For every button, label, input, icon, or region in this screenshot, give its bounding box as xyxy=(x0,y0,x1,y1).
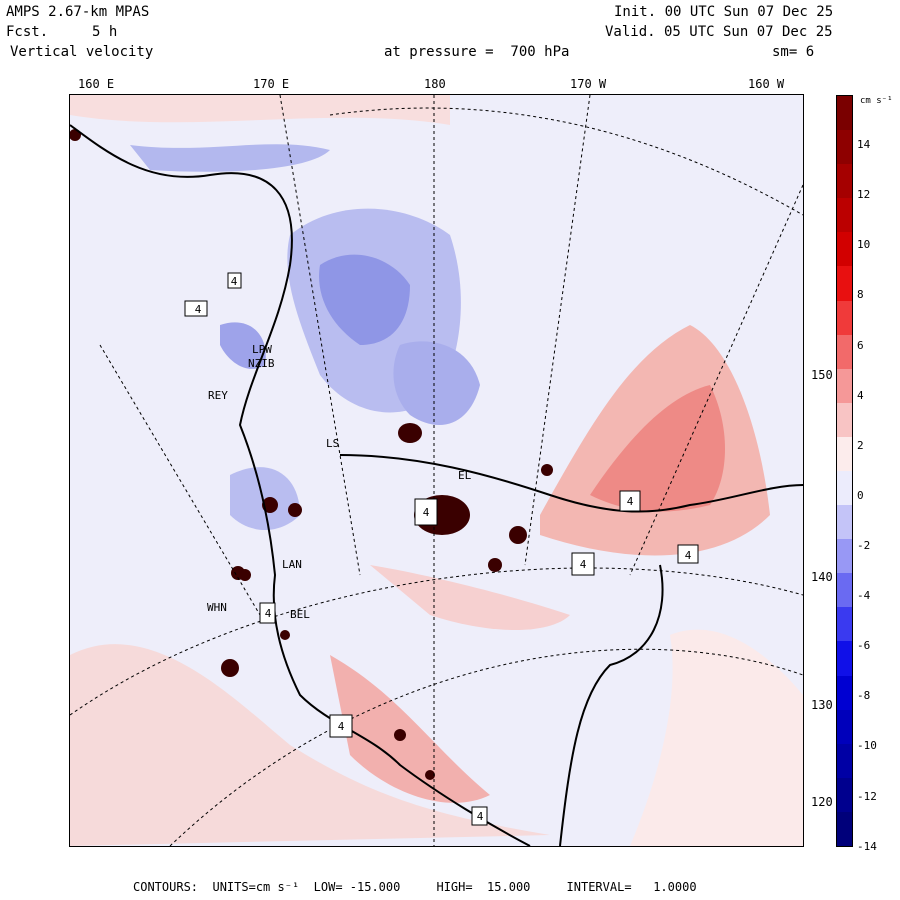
pressure-level: at pressure = 700 hPa xyxy=(384,44,570,60)
colorbar-cell xyxy=(837,811,852,847)
footer-low: LOW= -15.000 xyxy=(313,880,401,894)
colorbar-label: 0 xyxy=(857,488,864,502)
station-el: EL xyxy=(458,469,472,482)
colorbar-cell xyxy=(837,334,852,370)
footer: CONTOURS: UNITS=cm s⁻¹ LOW= -15.000 HIGH… xyxy=(133,880,697,894)
colorbar-cell xyxy=(837,402,852,438)
colorbar xyxy=(836,95,853,847)
colorbar-cell xyxy=(837,130,852,165)
colorbar-cell xyxy=(837,675,852,711)
map-panel: LPW NZIB REY LAN WHN BEL LS EL 4 4 4 4 4… xyxy=(69,94,804,847)
cell-marker: 4 xyxy=(627,495,634,508)
colorbar-label: -14 xyxy=(857,839,877,853)
colorbar-label: -12 xyxy=(857,789,877,803)
lon-label-160e: 160 E xyxy=(78,77,115,91)
colorbar-label: -10 xyxy=(857,739,877,753)
station-nzib: NZIB xyxy=(248,357,275,370)
lon-label-180: 180 xyxy=(424,77,446,91)
field-name: Vertical velocity xyxy=(10,44,154,60)
colorbar-cell xyxy=(837,709,852,745)
model-title: AMPS 2.67-km MPAS xyxy=(6,4,150,20)
velocity-field: LPW NZIB REY LAN WHN BEL LS EL 4 4 4 4 4… xyxy=(70,95,803,846)
colorbar-label: 4 xyxy=(857,388,864,402)
smoothing: sm= 6 xyxy=(772,44,815,60)
init-time: Init. 00 UTC Sun 07 Dec 25 xyxy=(614,4,834,20)
station-ls: LS xyxy=(326,437,339,450)
colorbar-label: -6 xyxy=(857,639,871,653)
lon-label-170w: 170 W xyxy=(570,77,607,91)
valid-time: Valid. 05 UTC Sun 07 Dec 25 xyxy=(605,24,833,40)
cell-marker: 4 xyxy=(231,275,238,288)
colorbar-cell xyxy=(837,505,852,540)
colorbar-label: -8 xyxy=(857,689,871,703)
forecast-label: Fcst. xyxy=(6,24,49,40)
cell-marker: 4 xyxy=(580,558,587,571)
cell-marker: 4 xyxy=(338,720,345,733)
colorbar-label: 10 xyxy=(857,238,871,252)
colorbar-cell xyxy=(837,96,852,131)
forecast-hour: 5 h xyxy=(92,24,118,40)
colorbar-cell xyxy=(837,232,852,267)
colorbar-cell xyxy=(837,164,852,199)
colorbar-label: -4 xyxy=(857,589,871,603)
colorbar-cell xyxy=(837,573,852,608)
station-rey: REY xyxy=(208,389,228,402)
footer-contours: CONTOURS: xyxy=(133,880,199,894)
colorbar-label: 14 xyxy=(857,138,871,152)
colorbar-units: cm s⁻¹ xyxy=(860,96,893,106)
colorbar-cell xyxy=(837,607,852,642)
lon-label-170e: 170 E xyxy=(253,77,290,91)
cell-marker: 4 xyxy=(685,549,692,562)
colorbar-label: 8 xyxy=(857,288,864,302)
colorbar-cell xyxy=(837,471,852,506)
colorbar-label: 2 xyxy=(857,438,864,452)
station-lan: LAN xyxy=(282,558,302,571)
station-bel: BEL xyxy=(290,608,310,621)
station-whn: WHN xyxy=(207,601,227,614)
colorbar-cell xyxy=(837,743,852,779)
station-lpw: LPW xyxy=(252,343,272,356)
colorbar-label: 12 xyxy=(857,188,871,202)
colorbar-label: 6 xyxy=(857,338,864,352)
colorbar-cell xyxy=(837,436,852,472)
colorbar-cell xyxy=(837,641,852,677)
cell-marker: 4 xyxy=(423,506,430,519)
colorbar-cell xyxy=(837,368,852,404)
colorbar-cell xyxy=(837,198,852,233)
cell-marker: 4 xyxy=(265,607,272,620)
colorbar-label: -2 xyxy=(857,539,871,553)
colorbar-cell xyxy=(837,300,852,336)
colorbar-cell xyxy=(837,539,852,574)
lon-label-160w: 160 W xyxy=(748,77,785,91)
footer-units: UNITS=cm s⁻¹ xyxy=(212,880,300,894)
cell-marker: 4 xyxy=(477,810,484,823)
cell-marker: 4 xyxy=(195,303,202,316)
colorbar-cell xyxy=(837,777,852,813)
footer-high: HIGH= 15.000 xyxy=(436,880,531,894)
footer-interval: INTERVAL= 1.0000 xyxy=(566,880,697,894)
colorbar-cell xyxy=(837,266,852,302)
